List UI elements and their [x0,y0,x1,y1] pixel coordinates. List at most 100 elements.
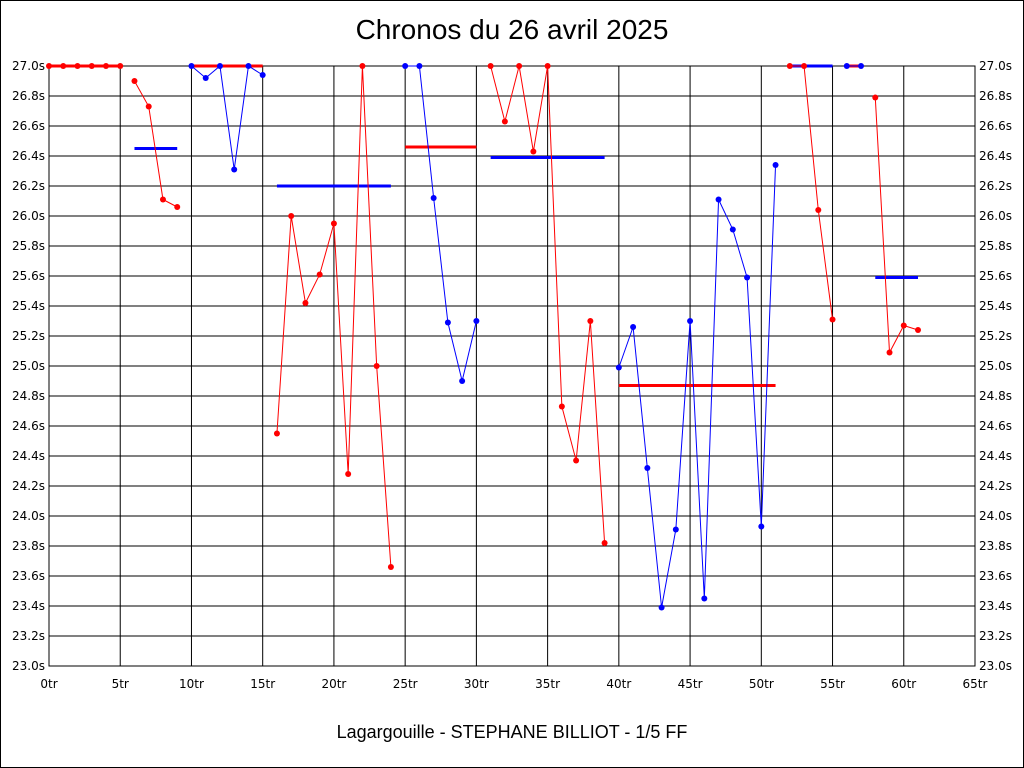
data-point [815,207,822,213]
data-point [501,118,508,125]
data-point [88,63,95,69]
data-point [117,63,124,69]
data-point [772,162,779,168]
data-point [729,226,736,233]
data-point [872,94,879,101]
y-tick-label-right: 26.0s [979,209,1012,223]
series-line [874,97,919,355]
x-tick-label: 45tr [678,677,703,691]
y-tick-label-right: 25.8s [979,239,1012,253]
series-line [134,80,178,208]
x-tick-label: 50tr [749,677,774,691]
data-point [174,204,181,210]
data-point [786,63,793,69]
y-tick-label-right: 26.8s [979,89,1012,103]
y-tick-label-left: 24.8s [12,389,45,403]
data-point [658,604,665,611]
data-point [202,75,209,81]
x-tick-label: 35tr [535,677,560,691]
data-point [558,403,565,410]
y-tick-label-right: 25.2s [979,329,1012,343]
data-point [744,274,751,281]
x-tick-label: 30tr [464,677,489,691]
x-tick-label: 65tr [963,677,988,691]
data-point [601,540,608,546]
data-point [273,430,280,437]
series-line [405,65,477,382]
data-point [387,564,394,570]
data-point [359,63,366,69]
y-tick-label-left: 25.8s [12,239,45,253]
y-tick-label-left: 25.4s [12,299,45,313]
y-tick-label-left: 23.8s [12,539,45,553]
y-tick-label-left: 27.0s [12,59,45,73]
data-point [715,196,722,203]
data-point [131,78,138,84]
y-tick-label-right: 24.6s [979,419,1012,433]
y-tick-label-right: 23.2s [979,629,1012,643]
y-tick-label-left: 26.6s [12,119,45,133]
plot-area [48,65,976,667]
data-point [915,327,922,333]
data-point [672,526,679,533]
y-tick-label-left: 23.0s [12,659,45,673]
y-tick-label-right: 24.2s [979,479,1012,493]
x-tick-label: 55tr [820,677,845,691]
data-point [245,63,252,69]
data-point [302,300,309,306]
y-tick-label-right: 25.4s [979,299,1012,313]
x-tick-label: 20tr [321,677,346,691]
data-point [74,63,81,69]
y-tick-label-right: 23.8s [979,539,1012,553]
y-tick-label-left: 23.2s [12,629,45,643]
data-point [102,63,109,69]
y-tick-label-left: 26.0s [12,209,45,223]
y-tick-label-left: 25.6s [12,269,45,283]
data-point [573,457,580,464]
data-point [487,63,494,69]
data-point [345,471,352,477]
y-tick-label-left: 25.2s [12,329,45,343]
y-tick-label-left: 23.4s [12,599,45,613]
data-point [886,349,893,356]
y-tick-label-right: 25.6s [979,269,1012,283]
data-point [644,465,651,471]
data-point [188,63,195,69]
x-tick-label: 0tr [40,677,57,691]
data-point [687,318,694,324]
x-tick-label: 40tr [606,677,631,691]
data-point [60,63,67,69]
data-point [630,324,637,330]
data-point [159,196,166,203]
data-point [587,318,594,324]
data-point [444,319,451,326]
y-tick-label-right: 24.8s [979,389,1012,403]
x-tick-label: 15tr [250,677,275,691]
x-tick-label: 60tr [891,677,916,691]
data-point [46,63,52,69]
y-tick-label-right: 23.4s [979,599,1012,613]
x-tick-label: 25tr [393,677,418,691]
data-point [701,595,708,602]
data-point [473,318,480,324]
chart-subtitle: Lagargouille - STEPHANE BILLIOT - 1/5 FF [336,722,688,742]
y-tick-label-left: 24.2s [12,479,45,493]
data-point [288,213,295,219]
data-point [544,63,551,69]
y-tick-label-right: 23.0s [979,659,1012,673]
data-point [259,72,266,78]
y-tick-label-right: 27.0s [979,59,1012,73]
data-point [430,195,437,201]
y-tick-label-left: 25.0s [12,359,45,373]
chart-title: Chronos du 26 avril 2025 [355,14,669,45]
data-point [231,166,238,173]
data-point [900,322,907,329]
data-point [373,363,380,369]
series-line [789,65,834,320]
y-tick-label-left: 24.0s [12,509,45,523]
y-tick-label-right: 25.0s [979,359,1012,373]
data-point [530,148,537,155]
y-tick-label-left: 23.6s [12,569,45,583]
data-point [516,63,523,69]
